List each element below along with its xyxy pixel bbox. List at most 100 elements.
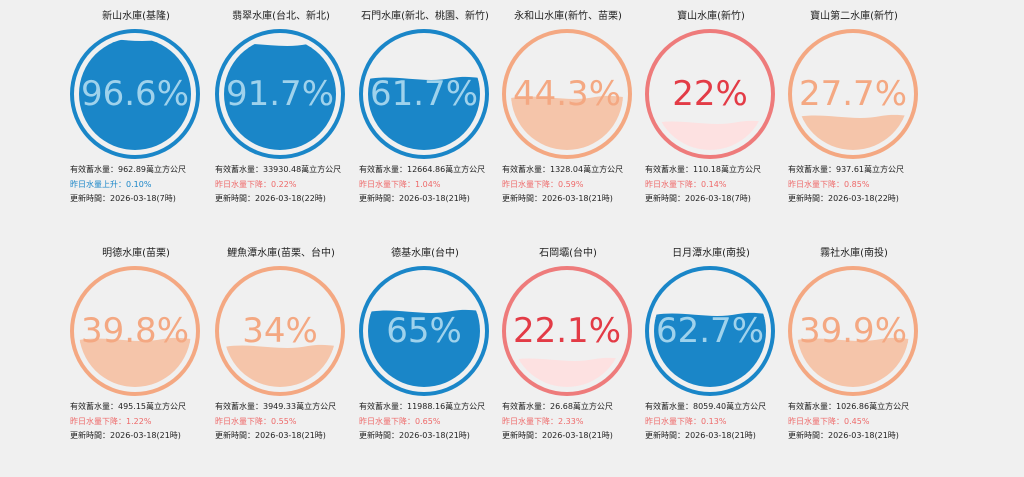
change-label: 昨日水量 bbox=[359, 416, 391, 426]
updated-line: 更新時間：2026-03-18(21時) bbox=[359, 429, 499, 444]
change-value: 1.04% bbox=[415, 179, 441, 189]
water-level-gauge: 44.3% bbox=[502, 29, 632, 159]
percent-label: 91.7% bbox=[225, 74, 334, 114]
storage-value: 495.15 bbox=[118, 402, 146, 411]
updated-label: 更新時間： bbox=[359, 431, 399, 440]
gauge-inner: 65% bbox=[368, 275, 480, 387]
change-value: 0.55% bbox=[271, 416, 297, 426]
updated-value: 2026-03-18(21時) bbox=[110, 431, 181, 440]
water-level-gauge: 34% bbox=[215, 266, 345, 396]
updated-line: 更新時間：2026-03-18(21時) bbox=[788, 429, 928, 444]
reservoir-info: 有效蓄水量：33930.48萬立方公尺 昨日水量下降：0.22% 更新時間：2026… bbox=[215, 163, 355, 207]
storage-label: 有效蓄水量： bbox=[502, 402, 550, 411]
reservoir-info: 有效蓄水量：1026.86萬立方公尺 昨日水量下降：0.45% 更新時間：2026-… bbox=[788, 400, 928, 444]
storage-line: 有效蓄水量：33930.48萬立方公尺 bbox=[215, 163, 355, 178]
reservoir-name: 永和山水庫(新竹、苗栗) bbox=[514, 11, 622, 22]
storage-unit: 萬立方公尺 bbox=[445, 165, 486, 174]
updated-line: 更新時間：2026-03-18(22時) bbox=[788, 192, 928, 207]
water-wave bbox=[511, 357, 623, 363]
reservoir-name: 石門水庫(新北、桃園、新竹) bbox=[361, 11, 489, 22]
updated-line: 更新時間：2026-03-18(21時) bbox=[70, 429, 210, 444]
storage-label: 有效蓄水量： bbox=[502, 165, 550, 174]
change-value: 0.14% bbox=[701, 179, 727, 189]
storage-unit: 萬立方公尺 bbox=[301, 165, 342, 174]
storage-value: 937.61 bbox=[836, 165, 864, 174]
percent-label: 44.3% bbox=[512, 74, 621, 114]
water-level-gauge: 22.1% bbox=[502, 266, 632, 396]
storage-value: 1026.86 bbox=[836, 402, 870, 411]
change-line: 昨日水量下降：0.59% bbox=[502, 178, 642, 193]
change-direction: 下降： bbox=[820, 416, 844, 426]
water-fill bbox=[79, 337, 191, 387]
updated-value: 2026-03-18(21時) bbox=[255, 431, 326, 440]
gauge-inner: 34% bbox=[224, 275, 336, 387]
updated-label: 更新時間： bbox=[215, 194, 255, 203]
reservoir-name: 明德水庫(苗栗) bbox=[102, 248, 170, 259]
water-fill bbox=[224, 344, 336, 387]
change-label: 昨日水量 bbox=[788, 416, 820, 426]
gauge-inner: 44.3% bbox=[511, 38, 623, 150]
storage-value: 962.89 bbox=[118, 165, 146, 174]
updated-line: 更新時間：2026-03-18(22時) bbox=[215, 192, 355, 207]
updated-label: 更新時間： bbox=[215, 431, 255, 440]
updated-value: 2026-03-18(7時) bbox=[685, 194, 751, 203]
water-wave bbox=[224, 42, 336, 48]
percent-label: 34% bbox=[242, 311, 318, 351]
storage-unit: 萬立方公尺 bbox=[146, 402, 186, 411]
water-wave bbox=[79, 38, 191, 43]
updated-label: 更新時間： bbox=[788, 194, 828, 203]
change-line: 昨日水量上升：0.10% bbox=[70, 178, 210, 193]
percent-label: 22.1% bbox=[512, 311, 621, 351]
gauge-inner: 61.7% bbox=[368, 38, 480, 150]
storage-value: 110.18 bbox=[693, 165, 721, 174]
storage-unit: 萬立方公尺 bbox=[869, 402, 910, 411]
change-line: 昨日水量下降：0.13% bbox=[645, 415, 785, 430]
updated-value: 2026-03-18(21時) bbox=[399, 194, 470, 203]
updated-label: 更新時間： bbox=[70, 431, 110, 440]
change-direction: 下降： bbox=[391, 416, 415, 426]
change-label: 昨日水量 bbox=[215, 179, 247, 189]
storage-unit: 萬立方公尺 bbox=[864, 165, 904, 174]
percent-label: 22% bbox=[672, 74, 748, 114]
updated-value: 2026-03-18(21時) bbox=[542, 194, 613, 203]
water-level-gauge: 22% bbox=[645, 29, 775, 159]
storage-label: 有效蓄水量： bbox=[645, 165, 693, 174]
updated-value: 2026-03-18(22時) bbox=[828, 194, 899, 203]
reservoir-info: 有效蓄水量：495.15萬立方公尺 昨日水量下降：1.22% 更新時間：2026-0… bbox=[70, 400, 210, 444]
change-line: 昨日水量下降：0.14% bbox=[645, 178, 785, 193]
reservoir-name: 寶山水庫(新竹) bbox=[677, 11, 745, 22]
updated-value: 2026-03-18(7時) bbox=[110, 194, 176, 203]
water-fill bbox=[79, 38, 191, 150]
storage-unit: 萬立方公尺 bbox=[572, 402, 613, 411]
change-value: 0.85% bbox=[844, 179, 870, 189]
change-direction: 下降： bbox=[677, 416, 701, 426]
storage-value: 3949.33 bbox=[263, 402, 297, 411]
change-value: 0.65% bbox=[415, 416, 441, 426]
updated-line: 更新時間：2026-03-18(21時) bbox=[359, 192, 499, 207]
change-value: 1.22% bbox=[126, 416, 152, 426]
updated-value: 2026-03-18(22時) bbox=[255, 194, 326, 203]
water-fill bbox=[511, 357, 623, 387]
reservoir-name: 日月潭水庫(南投) bbox=[672, 248, 750, 259]
change-direction: 上升： bbox=[102, 179, 126, 189]
storage-line: 有效蓄水量：495.15萬立方公尺 bbox=[70, 400, 210, 415]
storage-line: 有效蓄水量：3949.33萬立方公尺 bbox=[215, 400, 355, 415]
water-wave bbox=[511, 95, 623, 101]
water-fill bbox=[224, 42, 336, 150]
change-line: 昨日水量下降：0.45% bbox=[788, 415, 928, 430]
change-value: 0.10% bbox=[126, 179, 152, 189]
water-fill bbox=[654, 120, 766, 150]
change-label: 昨日水量 bbox=[215, 416, 247, 426]
change-direction: 下降： bbox=[247, 179, 271, 189]
updated-line: 更新時間：2026-03-18(21時) bbox=[502, 429, 642, 444]
reservoir-info: 有效蓄水量：937.61萬立方公尺 昨日水量下降：0.85% 更新時間：2026-0… bbox=[788, 163, 928, 207]
storage-label: 有效蓄水量： bbox=[788, 402, 836, 411]
change-line: 昨日水量下降：2.33% bbox=[502, 415, 642, 430]
storage-value: 8059.40 bbox=[693, 402, 727, 411]
change-direction: 下降： bbox=[247, 416, 271, 426]
gauge-inner: 62.7% bbox=[654, 275, 766, 387]
change-line: 昨日水量下降：0.55% bbox=[215, 415, 355, 430]
storage-label: 有效蓄水量： bbox=[215, 402, 263, 411]
storage-line: 有效蓄水量：1026.86萬立方公尺 bbox=[788, 400, 928, 415]
storage-line: 有效蓄水量：1328.04萬立方公尺 bbox=[502, 163, 642, 178]
